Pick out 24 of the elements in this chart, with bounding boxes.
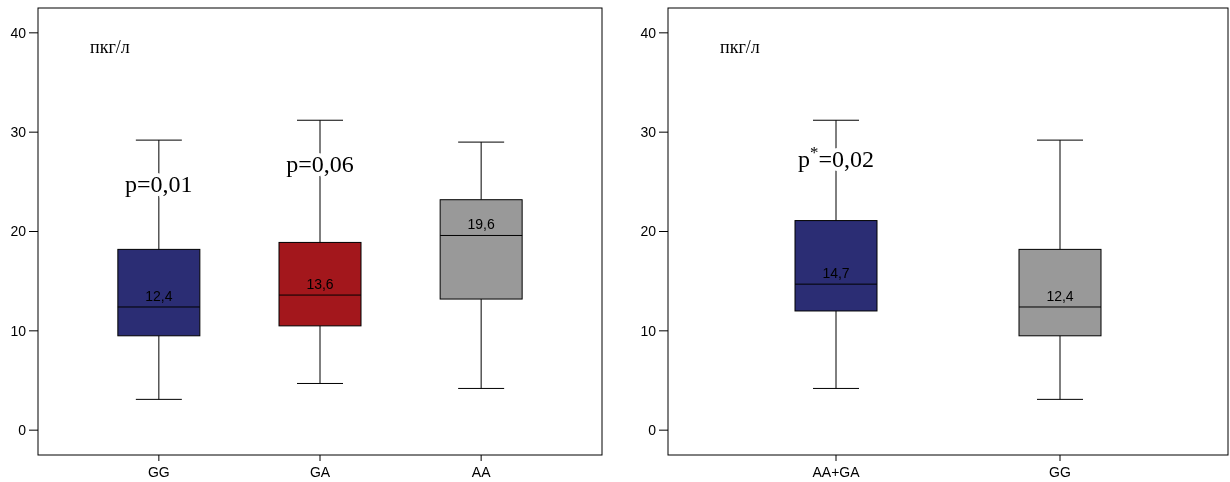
y-tick-label: 30 — [640, 124, 657, 141]
y-axis-title: пкг/л — [720, 37, 760, 57]
y-tick-label: 20 — [10, 223, 27, 240]
annotation: p$^{*}$=0,02 — [798, 142, 874, 172]
annotation: 13,6 — [306, 276, 334, 293]
y-tick-label: 30 — [10, 124, 27, 141]
x-tick-label: GA — [309, 464, 331, 480]
annotation: 14,7 — [822, 265, 850, 282]
y-tick-label: 40 — [640, 24, 657, 41]
y-tick-label: 0 — [18, 422, 27, 439]
x-tick-label: AA — [471, 464, 492, 480]
y-tick-label: 10 — [10, 322, 27, 339]
y-tick-label: 20 — [640, 223, 657, 240]
y-tick-label: 0 — [648, 422, 657, 439]
annotation: 19,6 — [467, 216, 495, 233]
x-tick-label: AA+GA — [812, 464, 861, 480]
annotation: p=0,06 — [286, 150, 354, 177]
annotation: 12,4 — [1046, 287, 1074, 304]
y-axis-title: пкг/л — [90, 37, 130, 57]
x-tick-label: GG — [147, 464, 170, 480]
annotation: 12,4 — [145, 287, 173, 304]
x-tick-label: GG — [1049, 464, 1071, 480]
y-tick-label: 10 — [640, 322, 657, 339]
y-tick-label: 40 — [10, 24, 27, 41]
